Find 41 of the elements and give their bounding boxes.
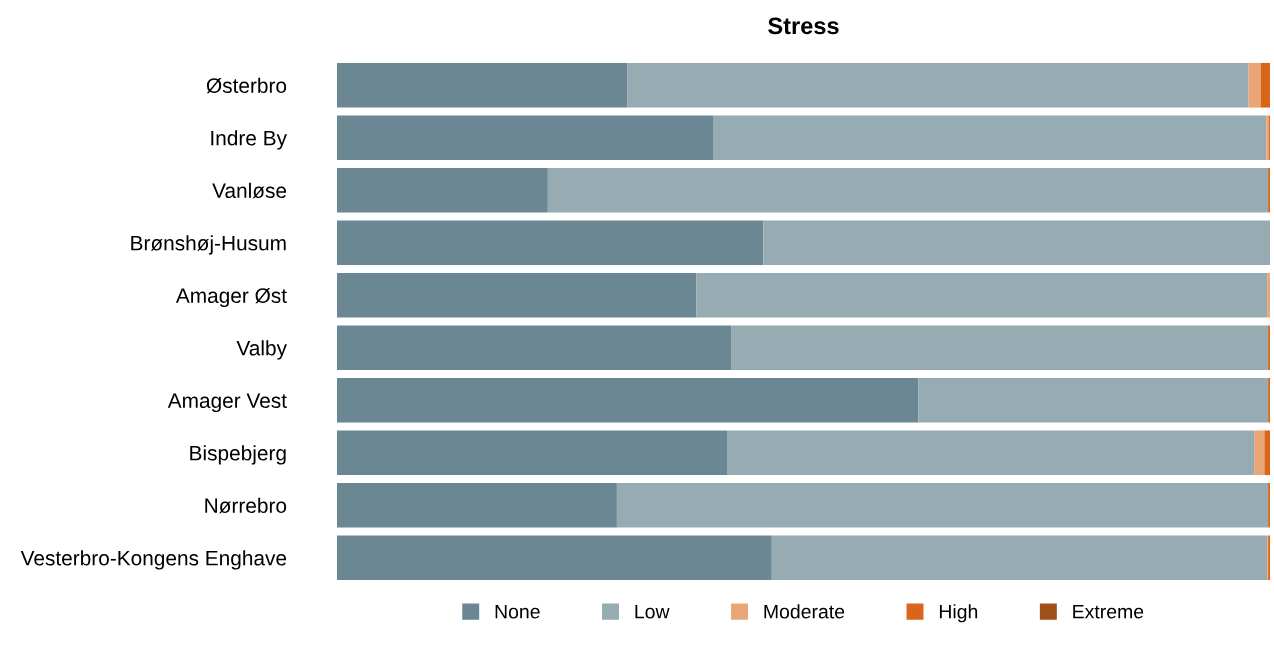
- y-tick-label: Østerbro: [206, 77, 287, 94]
- bar: [696, 272, 1268, 318]
- bar: [1248, 62, 1261, 108]
- y-tick-label: Vesterbro-Kongens Enghave: [20, 550, 287, 570]
- y-tick-label: Indre By: [211, 130, 287, 150]
- bar: [547, 167, 1269, 213]
- bar: [713, 115, 1267, 161]
- chart-title: Stress: [768, 17, 839, 35]
- y-tick-label: Amager Øst: [175, 287, 287, 308]
- legend-label: None: [495, 604, 540, 619]
- bar: [771, 535, 1268, 581]
- y-tick-label: Amager Vest: [167, 393, 287, 413]
- bar: [1254, 430, 1265, 476]
- legend-label: Low: [635, 604, 670, 619]
- bar: [627, 62, 1249, 108]
- y-tick-label: Nørrebro: [205, 497, 287, 514]
- bar: [731, 325, 1269, 371]
- bar: [337, 377, 919, 423]
- legend-label: Extreme: [1073, 604, 1144, 619]
- bar: [616, 482, 1269, 528]
- bar: [337, 430, 727, 476]
- bar: [1264, 430, 1270, 476]
- bar: [337, 115, 713, 161]
- bar: [337, 325, 732, 371]
- y-tick-label: Vanløse: [212, 182, 287, 199]
- y-tick-label: Brønshøj-Husum: [131, 235, 286, 255]
- bar: [918, 377, 1269, 423]
- y-tick-label: Valby: [236, 340, 287, 360]
- bar: [337, 167, 548, 213]
- bar: [337, 220, 764, 266]
- bar: [1267, 272, 1270, 318]
- bar: [726, 430, 1255, 476]
- bar: [337, 482, 617, 528]
- legend-label: High: [939, 604, 978, 623]
- bar: [337, 62, 628, 108]
- bar: [337, 272, 697, 318]
- bar: [1260, 62, 1270, 108]
- legend-label: Moderate: [764, 604, 845, 619]
- y-tick-label: Bispebjerg: [190, 445, 286, 465]
- bar: [763, 220, 1270, 266]
- bar: [337, 535, 772, 581]
